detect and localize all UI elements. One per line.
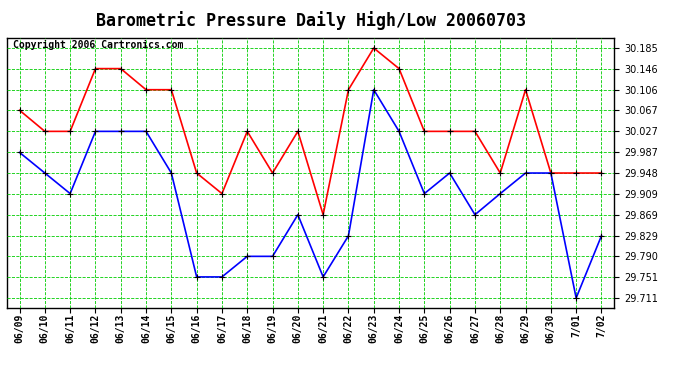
Text: Copyright 2006 Cartronics.com: Copyright 2006 Cartronics.com [13, 40, 184, 50]
Text: Barometric Pressure Daily High/Low 20060703: Barometric Pressure Daily High/Low 20060… [95, 11, 526, 30]
